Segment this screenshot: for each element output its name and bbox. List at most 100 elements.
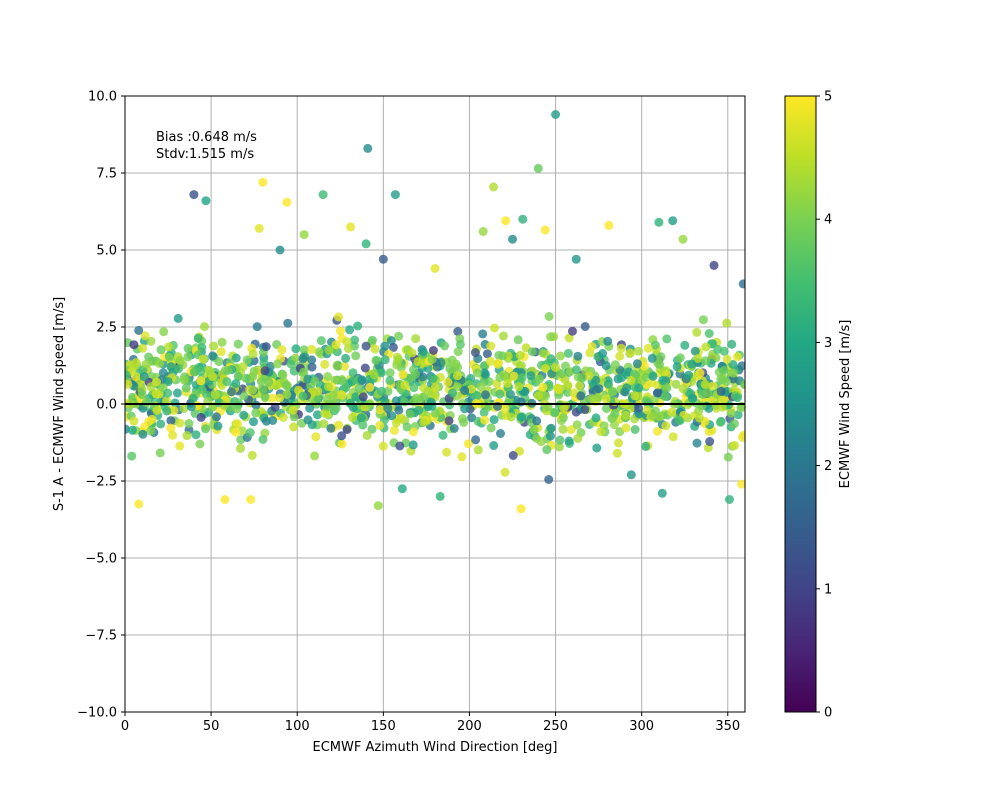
colorbar-ticks: 0 1 2 3 4 5 — [816, 90, 832, 721]
scatter-point — [604, 220, 614, 230]
scatter-point — [273, 359, 282, 369]
scatter-point — [540, 225, 550, 235]
scatter-point — [411, 334, 421, 344]
scatter-point — [353, 321, 363, 331]
scatter-point — [361, 341, 371, 351]
scatter-point — [151, 389, 161, 399]
scatter-point — [231, 427, 241, 437]
scatter-point — [375, 420, 385, 430]
scatter-point — [546, 354, 556, 364]
scatter-point — [737, 479, 745, 489]
scatter-point — [288, 405, 298, 415]
scatter-point — [357, 375, 367, 385]
scatter-point — [675, 353, 685, 363]
scatter-point — [197, 343, 207, 352]
scatter-point — [667, 407, 677, 417]
scatter-point — [527, 347, 537, 357]
colorbar-tick-label: 3 — [824, 336, 832, 351]
scatter-point — [723, 452, 733, 462]
scatter-point — [541, 364, 550, 373]
y-tick-label: 10.0 — [88, 90, 117, 105]
scatter-point — [529, 425, 539, 435]
scatter-point — [453, 347, 463, 357]
scatter-point — [563, 348, 573, 358]
scatter-point — [688, 393, 698, 403]
scatter-point — [656, 352, 666, 362]
y-tick-label: 2.5 — [96, 321, 117, 336]
bias-annotation: Bias :0.648 m/s — [156, 130, 257, 145]
scatter-point — [341, 382, 351, 392]
scatter-point — [427, 354, 437, 364]
scatter-point — [400, 397, 409, 407]
scatter-point — [367, 424, 377, 434]
y-tick-label: −7.5 — [85, 629, 117, 644]
scatter-point — [298, 391, 308, 401]
scatter-point — [389, 426, 399, 435]
scatter-point — [482, 349, 492, 359]
scatter-point — [546, 431, 555, 441]
scatter-point — [183, 352, 193, 362]
y-tick-label: −10.0 — [77, 706, 117, 721]
scatter-point — [737, 361, 745, 371]
scatter-point — [506, 412, 516, 422]
scatter-point — [195, 439, 205, 449]
scatter-point — [407, 348, 417, 358]
scatter-point — [386, 336, 396, 345]
scatter-point — [289, 422, 299, 432]
scatter-point — [489, 323, 499, 333]
scatter-point — [251, 400, 261, 410]
scatter-point — [572, 420, 582, 430]
scatter-point — [378, 254, 388, 264]
scatter-point — [563, 387, 572, 397]
scatter-point — [705, 437, 715, 446]
scatter-point — [641, 372, 651, 382]
scatter-point — [252, 322, 262, 332]
scatter-point — [719, 365, 729, 375]
scatter-point — [159, 327, 169, 337]
scatter-point — [223, 366, 233, 375]
scatter-point — [472, 391, 482, 401]
scatter-point — [307, 362, 317, 372]
scatter-point — [473, 445, 483, 455]
scatter-point — [660, 392, 670, 401]
scatter-point — [718, 375, 728, 385]
scatter-point — [365, 382, 375, 392]
scatter-point — [305, 403, 315, 413]
scatter-point — [430, 408, 440, 418]
scatter-point — [310, 451, 320, 461]
scatter-point — [299, 345, 309, 355]
scatter-point — [551, 110, 561, 119]
scatter-point — [360, 363, 370, 373]
scatter-point — [413, 357, 423, 367]
scatter-point — [173, 388, 182, 398]
scatter-point — [546, 332, 556, 342]
scatter-point — [692, 438, 702, 448]
scatter-point — [418, 372, 428, 382]
scatter-point — [162, 396, 172, 406]
scatter-point — [234, 398, 244, 408]
scatter-point — [138, 343, 148, 353]
colorbar-tick-label: 2 — [824, 459, 832, 474]
scatter-point — [551, 363, 560, 372]
scatter-point — [508, 234, 517, 244]
scatter-point — [555, 435, 565, 445]
scatter-point — [694, 413, 704, 423]
scatter-point — [313, 410, 322, 420]
scatter-point — [630, 425, 640, 434]
y-tick-label: −2.5 — [85, 475, 117, 490]
scatter-point — [678, 384, 688, 394]
scatter-point — [299, 230, 309, 240]
scatter-point — [168, 430, 178, 440]
scatter-point — [394, 405, 404, 415]
scatter-point — [146, 426, 156, 436]
scatter-point — [385, 368, 395, 378]
scatter-points — [125, 110, 745, 514]
scatter-point — [455, 339, 465, 349]
scatter-point — [569, 388, 579, 398]
x-tick-label: 250 — [543, 719, 568, 734]
scatter-point — [331, 403, 341, 413]
scatter-point — [542, 445, 552, 455]
scatter-point — [649, 395, 659, 405]
scatter-point — [201, 424, 211, 434]
scatter-point — [513, 335, 523, 345]
